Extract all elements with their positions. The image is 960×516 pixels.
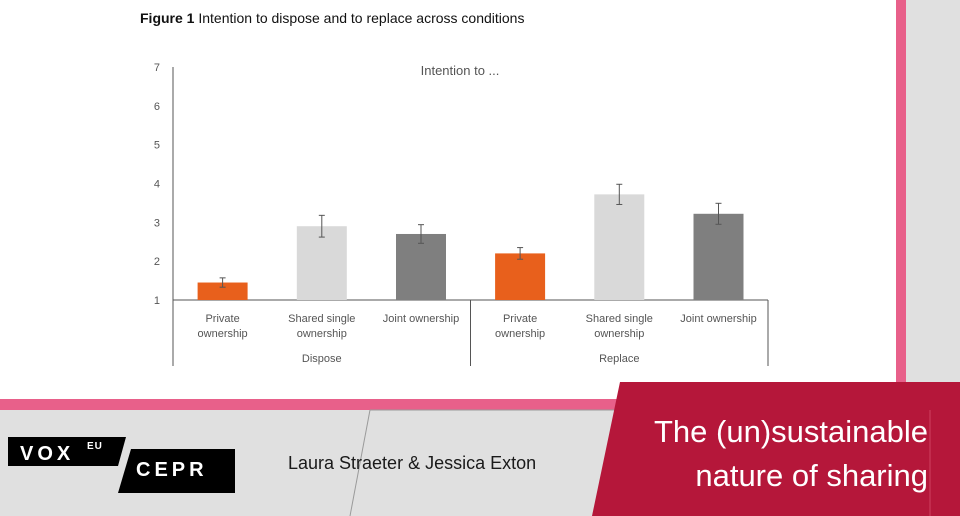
y-tick-label: 7 xyxy=(154,62,160,74)
bar xyxy=(197,282,248,300)
x-category-label: Private ownership xyxy=(495,313,545,340)
decor-line xyxy=(349,409,371,516)
headline: The (un)sustainable nature of sharing xyxy=(608,410,928,498)
y-tick-label: 3 xyxy=(154,217,160,229)
pink-bottom-stripe xyxy=(0,399,906,410)
chart-title: Intention to ... xyxy=(421,63,500,78)
headline-line-2: nature of sharing xyxy=(695,458,928,493)
logo-vox-box xyxy=(8,437,126,466)
x-category-label: Shared single ownership xyxy=(288,313,355,340)
bar xyxy=(693,213,744,300)
y-tick-label: 2 xyxy=(154,256,160,268)
x-category-label: Joint ownership xyxy=(680,313,756,325)
figure-panel xyxy=(0,0,896,400)
logo-cepr-box xyxy=(118,449,235,493)
logo-vox: VOX xyxy=(20,443,75,465)
y-tick-label: 5 xyxy=(154,140,160,152)
x-category-label: Joint ownership xyxy=(383,313,459,325)
logo-cepr: CEPR xyxy=(136,459,208,481)
x-group-label: Replace xyxy=(599,353,639,365)
bar xyxy=(296,226,347,300)
authors: Laura Straeter & Jessica Exton xyxy=(288,453,537,473)
x-category-label: Private ownership xyxy=(198,313,248,340)
pink-right-stripe xyxy=(896,0,906,410)
x-category-label: Shared single ownership xyxy=(586,313,653,340)
headline-panel xyxy=(592,382,960,516)
y-tick-label: 4 xyxy=(154,179,160,191)
y-tick-label: 1 xyxy=(154,295,160,307)
bar xyxy=(594,194,645,300)
bar xyxy=(396,233,446,300)
logo-eu: EU xyxy=(87,441,103,452)
headline-line-1: The (un)sustainable xyxy=(654,414,928,449)
x-group-label: Dispose xyxy=(302,353,342,365)
y-tick-label: 6 xyxy=(154,101,160,113)
bar-chart: 1 2 3 4 5 6 7 Intention to ... Private ownership S… xyxy=(154,62,769,366)
figure-title-text: Intention to dispose and to replace acro… xyxy=(198,10,525,26)
figure-number: Figure 1 xyxy=(140,10,195,26)
figure-title: Figure 1 Intention to dispose and to rep… xyxy=(140,10,524,26)
bar xyxy=(495,253,546,300)
